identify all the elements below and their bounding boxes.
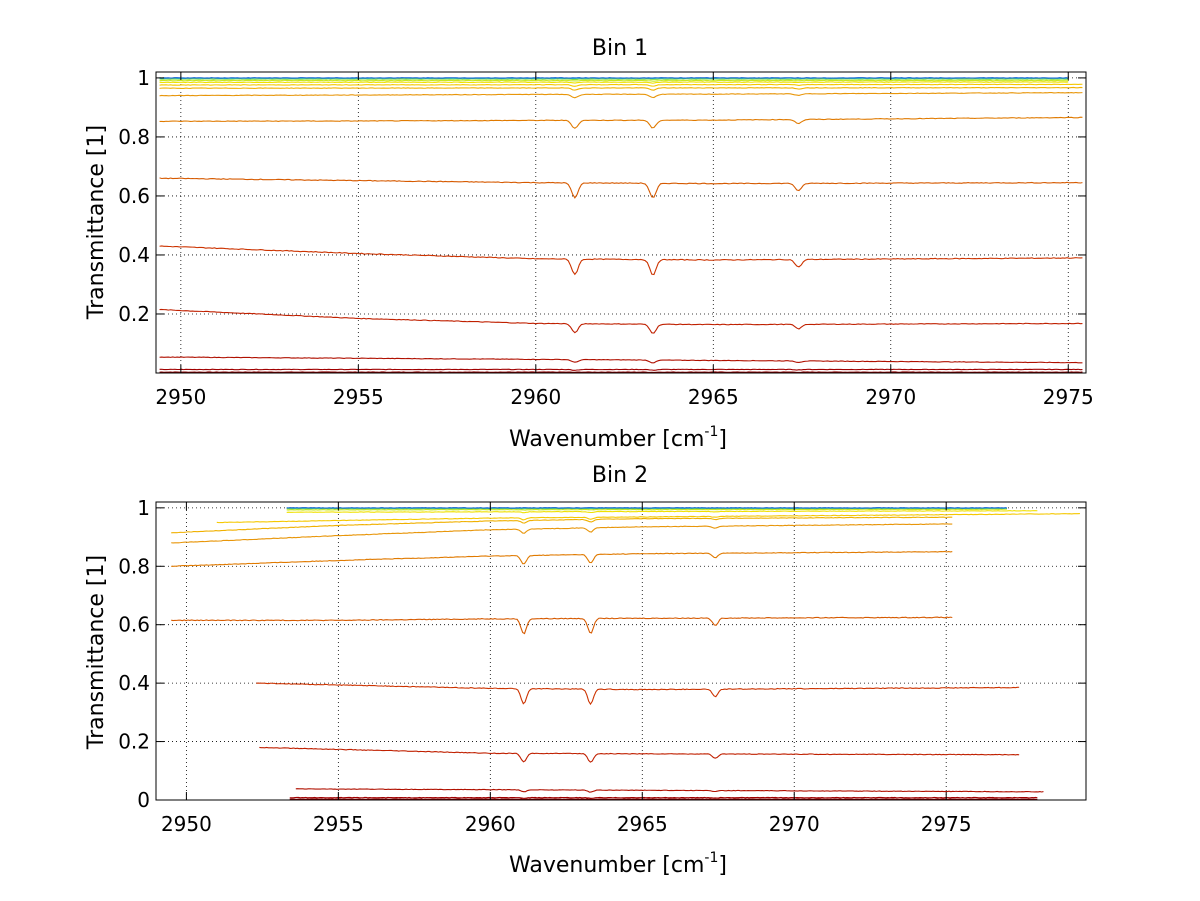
y-tick-label: 0.8 [118,554,150,578]
y-axis-label: Transmittance [1] [84,555,109,750]
x-axis-label: Wavenumber [cm-1] [509,850,727,878]
series-line [159,368,1083,371]
tick-layer: 2950 2955 2960 2965 2970 2975 0.2 0.4 0.6 0.8 1 [118,66,1094,409]
y-tick-label: 0.4 [118,671,150,695]
series-line [159,356,1083,364]
series-line [159,116,1083,129]
x-axis-label-text: Wavenumber [cm [509,853,704,878]
series-line [159,79,1069,82]
series-line [256,682,1020,706]
y-tick-label: 0.2 [118,302,150,326]
series-line [171,516,953,534]
series-line [259,746,1020,763]
series-line [216,513,1080,524]
y-tick-label: 0.2 [118,730,150,754]
axes-box [155,501,1087,801]
x-tick-label: 2955 [333,385,384,409]
x-tick-label: 2975 [921,812,972,836]
x-tick-label: 2965 [617,812,668,836]
y-tick-label: 1 [137,496,150,520]
series-line [286,510,1038,514]
series-line [289,796,1038,799]
chart-title: Bin 2 [592,463,648,488]
series-line [159,371,1083,373]
series-layer [171,507,1080,800]
x-tick-label: 2955 [313,812,364,836]
y-tick-label: 0.8 [118,125,150,149]
x-tick-label: 2975 [1043,385,1094,409]
x-axis-label-sup: -1 [704,424,718,440]
chart-bin-1: Bin 1 2950 2955 2960 2965 2970 2975 0.2 0.4 0.6 0… [84,36,1094,452]
x-axis-label-tail: ] [718,427,727,452]
x-tick-label: 2960 [510,385,561,409]
x-axis-label: Wavenumber [cm-1] [509,424,727,452]
series-line [159,78,1069,81]
chart-title: Bin 1 [592,36,648,61]
x-axis-label-sup: -1 [704,850,718,866]
x-tick-label: 2950 [155,385,206,409]
x-tick-label: 2950 [161,812,212,836]
axes-box [155,71,1087,374]
series-line [286,508,1007,511]
series-line [171,550,953,567]
series-line [159,91,1083,99]
series-line [171,523,953,544]
series-line [159,86,1083,91]
x-tick-label: 2965 [688,385,739,409]
y-axis-label: Transmittance [1] [84,125,109,320]
y-tick-label: 0.4 [118,243,150,267]
y-tick-label: 0.6 [118,184,150,208]
x-axis-label-text: Wavenumber [cm [509,427,704,452]
series-line [159,81,1069,84]
series-line [159,308,1083,334]
series-layer [159,77,1083,373]
x-tick-label: 2970 [769,812,820,836]
y-tick-label: 1 [137,66,150,90]
x-axis-label-tail: ] [718,853,727,878]
chart-bin-2: Bin 2 2950 2955 2960 2965 2970 2975 0 0.2 0.4 0.6… [84,463,1087,878]
series-line [159,245,1083,276]
x-tick-label: 2970 [865,385,916,409]
series-line [159,177,1083,199]
y-tick-label: 0 [137,788,150,812]
series-line [295,788,1044,793]
series-line [171,616,953,635]
tick-layer: 2950 2955 2960 2965 2970 2975 0 0.2 0.4 0.6 0.8 1 [118,496,1086,836]
series-line [159,83,1083,87]
x-tick-label: 2960 [465,812,516,836]
y-tick-label: 0.6 [118,613,150,637]
